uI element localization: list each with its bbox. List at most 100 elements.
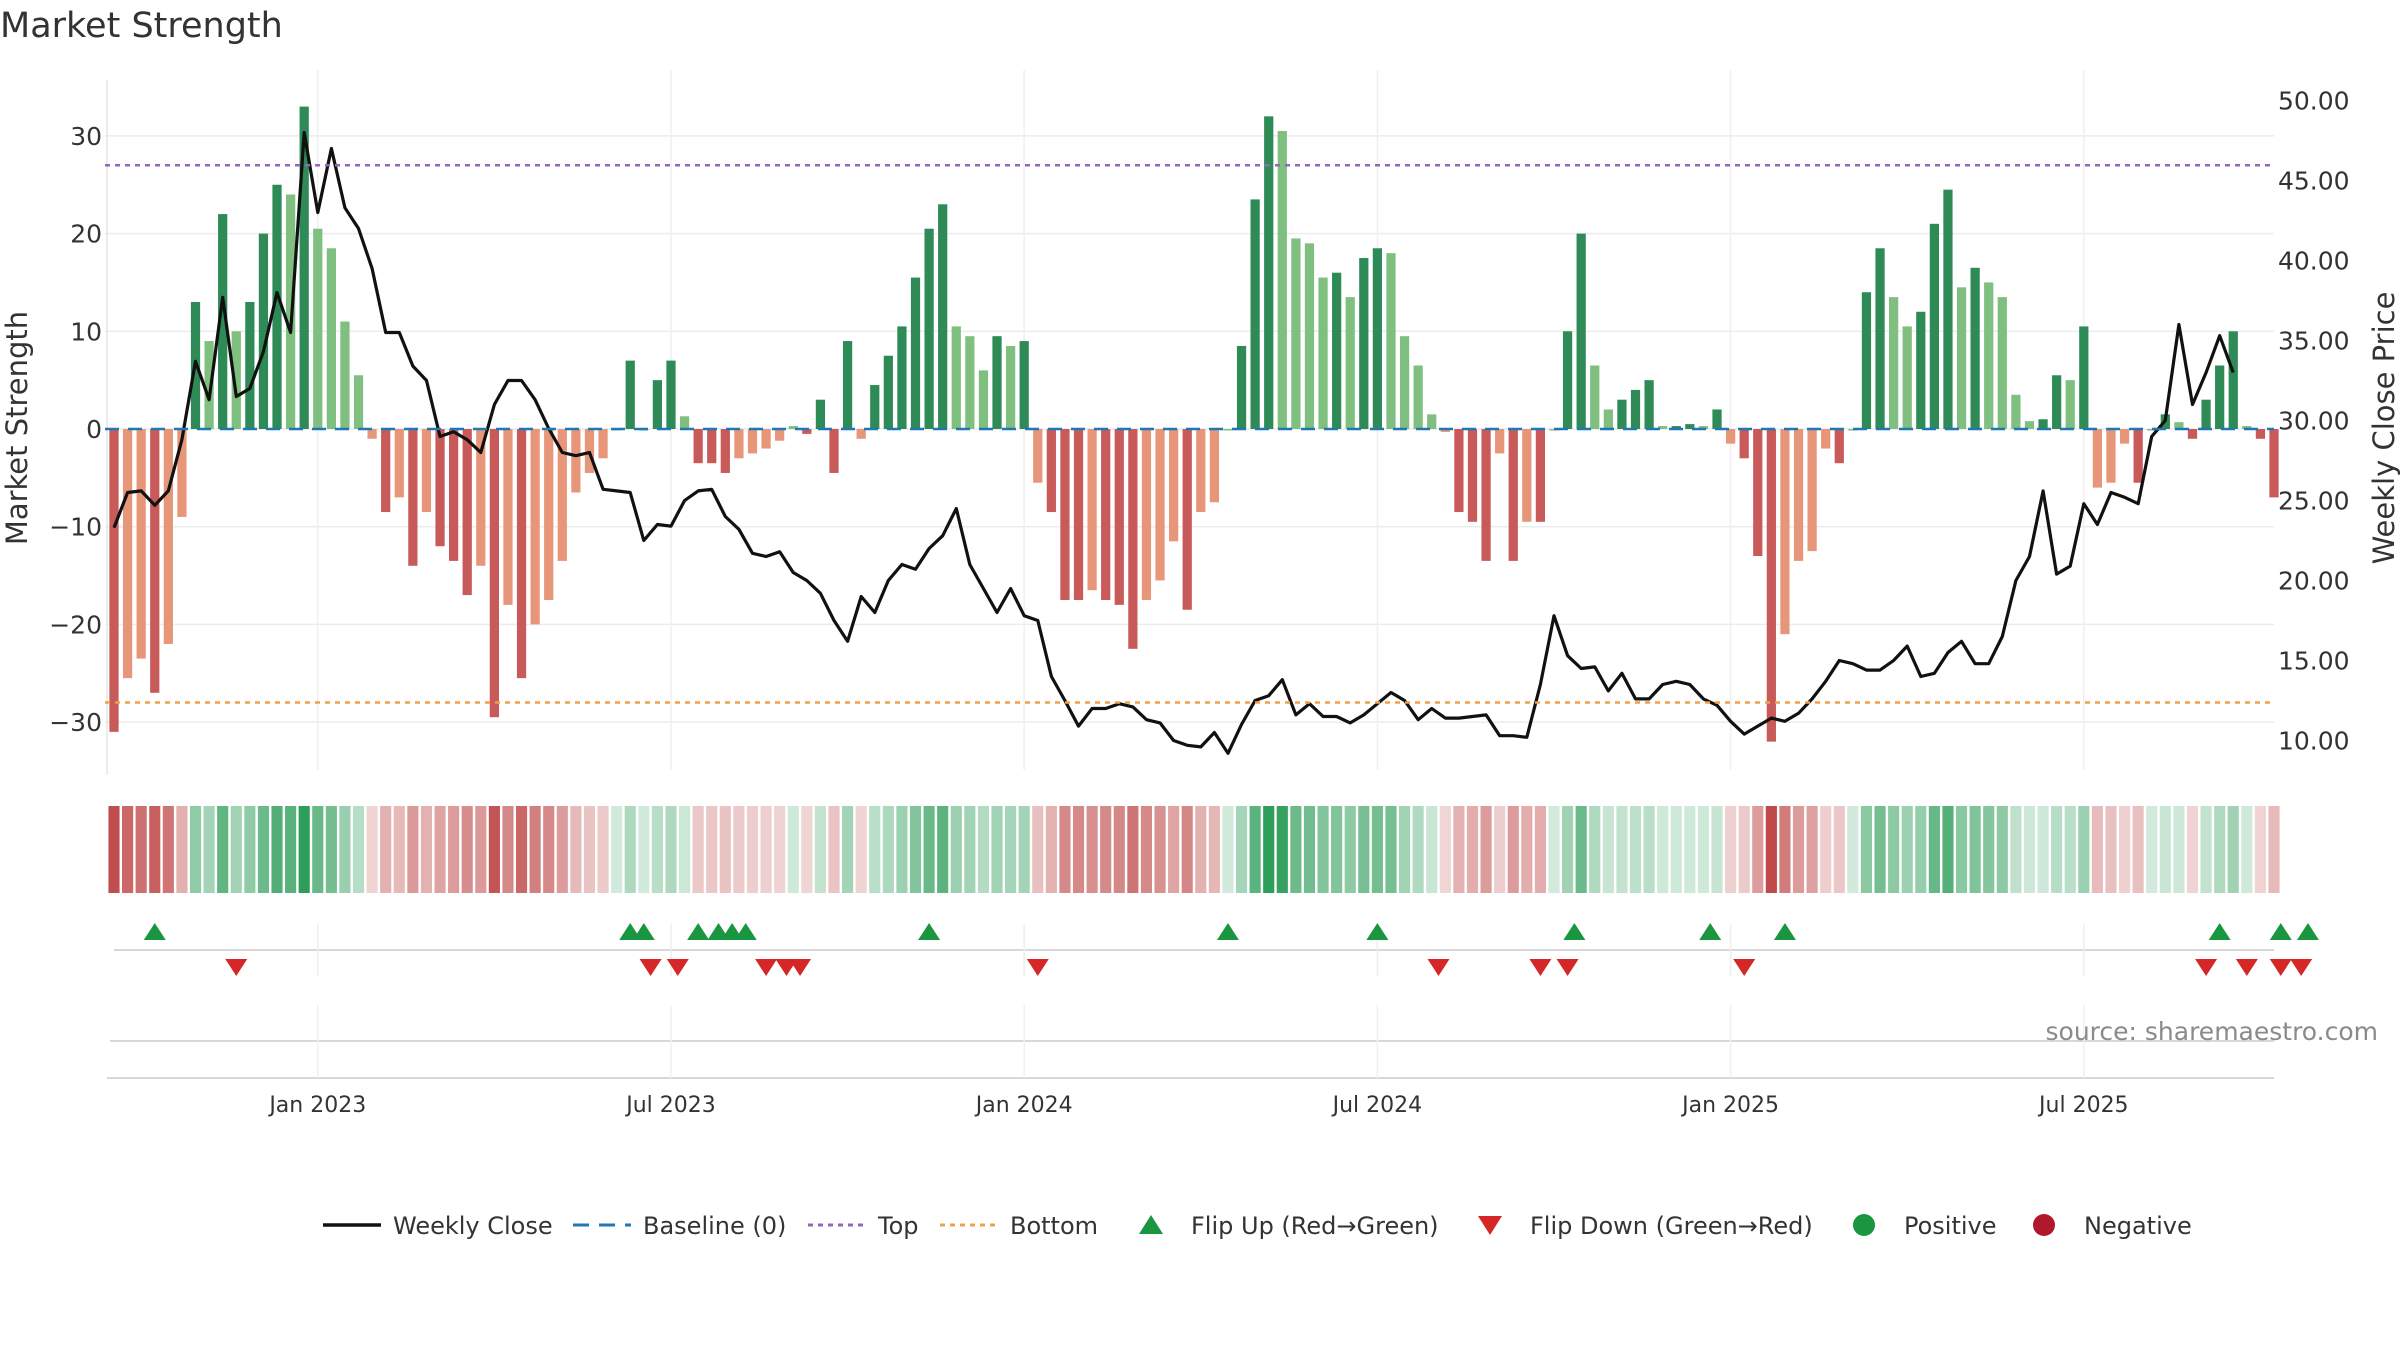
strength-bar (1332, 272, 1342, 429)
y-tick-label: 30 (70, 122, 102, 151)
strength-strip-cell (230, 806, 242, 893)
strength-bar (978, 370, 989, 429)
strength-bar (1019, 341, 1029, 429)
strength-strip-cell (556, 806, 568, 893)
strength-bar (109, 429, 119, 732)
strength-bar (625, 360, 635, 429)
strength-strip-cell (393, 806, 405, 893)
chart-legend: Weekly Close Baseline (0) Top Bottom Flip Up… (323, 1212, 2192, 1240)
strength-bar (1603, 409, 1613, 429)
strength-bar (1264, 116, 1274, 430)
strength-strip-cell (801, 806, 813, 893)
strength-bar (1128, 429, 1138, 649)
y2-tick-label: 35.00 (2278, 327, 2350, 356)
flip-markers-panel (114, 923, 2319, 976)
strength-strip-cell (597, 806, 609, 893)
strength-strip-cell (2214, 806, 2226, 893)
strength-strip-cell (1412, 806, 1424, 893)
strength-strip-cell (488, 806, 500, 893)
strength-bar (1454, 429, 1464, 513)
strength-strip-cell (869, 806, 881, 893)
strength-bar (421, 429, 432, 513)
strength-strip-cell (2159, 806, 2171, 893)
strength-bar (1522, 429, 1532, 522)
strength-strip-cell (746, 806, 759, 893)
strength-strip-cell (665, 806, 677, 893)
strength-strip-cell (1222, 806, 1234, 893)
strength-bar (1984, 282, 1994, 429)
strength-strip-cell (1032, 806, 1044, 893)
strength-strip-cell (1181, 806, 1193, 893)
strength-bar (1318, 277, 1328, 429)
strength-strip-cell (1928, 806, 1940, 893)
strength-strip-cell (380, 806, 392, 893)
strength-bar (394, 429, 404, 498)
strength-strip-cell (122, 806, 134, 893)
strength-bar (245, 301, 255, 429)
y-tick-label: 0 (86, 415, 102, 444)
strength-bar (1196, 429, 1206, 513)
flip-down-marker (755, 959, 778, 976)
strength-strip-cell (1208, 806, 1220, 893)
strength-bar (2174, 422, 2184, 429)
strength-strip-cell (1996, 806, 2008, 893)
strength-bar (1780, 429, 1790, 635)
flip-up-marker (918, 923, 941, 940)
strength-bar (856, 429, 866, 439)
strength-strip-cell (1915, 806, 1927, 893)
strength-strip-cell (2037, 806, 2049, 893)
strength-bar (2092, 429, 2103, 488)
flip-up-marker (2296, 923, 2319, 940)
strength-strip-cell (842, 806, 854, 893)
strength-strip-cell (1072, 806, 1085, 893)
strength-strip-cell (325, 806, 337, 893)
strength-strip-cell (1480, 806, 1492, 893)
strength-bar (1495, 429, 1505, 454)
strength-bar (177, 429, 187, 517)
strength-bar (449, 429, 459, 561)
strength-strip-cell (1833, 806, 1845, 893)
flip-down-marker (1529, 959, 1552, 976)
strength-bar (1277, 131, 1287, 429)
strength-strip-cell (1113, 806, 1125, 893)
strength-bar (1753, 429, 1763, 557)
strength-strip-cell (896, 806, 908, 893)
strength-bar (1562, 331, 1573, 429)
strength-strip-cell (285, 806, 297, 893)
strength-bar (2011, 394, 2021, 429)
strength-strip-cell (2091, 806, 2103, 893)
flip-down-marker (1427, 959, 1450, 976)
strength-strip-cell (1955, 806, 1968, 893)
strength-bar (1590, 365, 1600, 429)
strength-bar (2269, 429, 2279, 498)
legend-flip-up: Flip Up (Red→Green) (1139, 1212, 1439, 1240)
strength-strip-cell (719, 806, 731, 893)
legend-label: Flip Down (Green→Red) (1530, 1212, 1813, 1240)
strength-strip-cell (1983, 806, 1995, 893)
strength-strip-cell (1711, 806, 1723, 893)
strength-bar (666, 360, 676, 429)
strength-strip-cell (1779, 806, 1791, 893)
flip-down-marker (2235, 959, 2258, 976)
strength-strip-cell (1018, 806, 1030, 893)
strength-strip-cell (1249, 806, 1261, 893)
strength-strip-cell (189, 806, 202, 893)
strength-strip-cell (1548, 806, 1560, 893)
strength-bar (2065, 380, 2075, 429)
strength-strip-cell (1521, 806, 1533, 893)
strength-bar (992, 336, 1002, 429)
strength-strip-cell (814, 806, 826, 893)
strength-strip-cell (1684, 806, 1696, 893)
strength-bar (1182, 429, 1192, 610)
strength-bar (951, 326, 961, 429)
strength-strip-cell (1860, 806, 1873, 893)
flip-down-marker (2290, 959, 2313, 976)
strength-strip-cell (828, 806, 840, 893)
strength-bar (1576, 233, 1586, 429)
strength-bar (938, 204, 948, 429)
strength-strip-cell (1086, 806, 1098, 893)
legend-label: Weekly Close (393, 1212, 553, 1240)
strength-strip-cell (2051, 806, 2063, 893)
strength-strip-cell (461, 806, 473, 893)
strength-strip-cell (1303, 806, 1316, 893)
